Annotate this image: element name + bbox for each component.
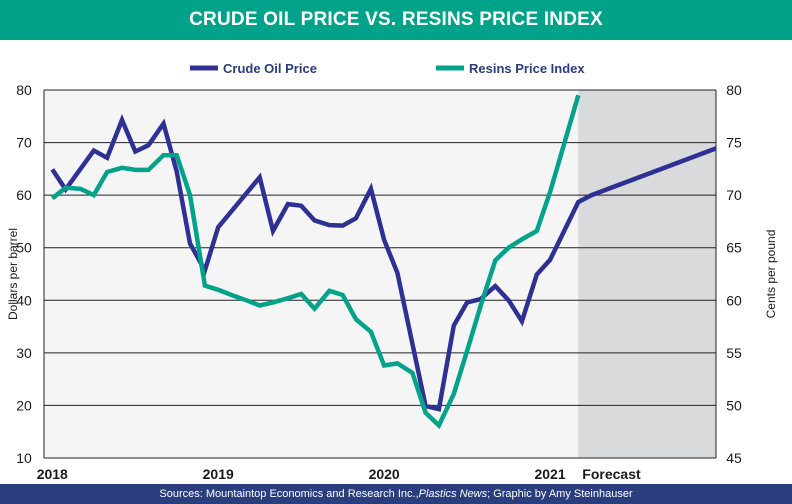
right-tick-label: 45 (726, 450, 742, 466)
x-tick-label: 2019 (203, 466, 234, 482)
left-tick-label: 60 (16, 187, 32, 203)
source-prefix: Sources: Mountaintop Economics and Resea… (159, 488, 419, 500)
left-tick-label: 30 (16, 345, 32, 361)
chart-title-text: CRUDE OIL PRICE VS. RESINS PRICE INDEX (189, 9, 603, 30)
right-tick-label: 55 (726, 345, 742, 361)
source-publication: Plastics News (418, 488, 488, 500)
right-tick-label: 50 (726, 397, 742, 413)
x-tick-label: 2020 (369, 466, 400, 482)
left-tick-label: 20 (16, 397, 32, 413)
series-line-resins-index (50, 94, 581, 430)
left-tick-label: 40 (16, 292, 32, 308)
source-suffix: ; Graphic by Amy Steinhauser (487, 488, 633, 500)
right-tick-label: 60 (726, 292, 742, 308)
left-tick-label: 70 (16, 135, 32, 151)
left-axis-label: Dollars per barrel (6, 228, 20, 320)
x-tick-label: 2021 (534, 466, 565, 482)
chart: 10 20 30 40 50 60 70 80 45 50 55 60 65 70 75 80 2018 2019… (6, 61, 778, 482)
right-tick-label: 65 (726, 240, 742, 256)
forecast-region (578, 90, 716, 458)
forecast-label: Forecast (582, 466, 641, 482)
source-footer: Sources: Mountaintop Economics and Resea… (0, 484, 792, 504)
series-lines (50, 94, 717, 430)
right-tick-label: 70 (726, 187, 742, 203)
left-tick-label: 10 (16, 450, 32, 466)
right-axis-label: Cents per pound (764, 230, 778, 319)
legend: Crude Oil Price Resins Price Index (190, 61, 585, 76)
series-line-crude-oil (50, 114, 717, 412)
left-tick-label: 80 (16, 82, 32, 98)
right-tick-label: 75 (726, 135, 742, 151)
axis-ticks: 10 20 30 40 50 60 70 80 45 50 55 60 65 70 75 80 2018 2019… (16, 82, 742, 482)
chart-title: CRUDE OIL PRICE VS. RESINS PRICE INDEX (0, 0, 792, 40)
legend-label: Crude Oil Price (223, 61, 317, 76)
left-tick-label: 50 (16, 240, 32, 256)
right-tick-label: 80 (726, 82, 742, 98)
legend-label: Resins Price Index (469, 61, 585, 76)
x-tick-label: 2018 (37, 466, 68, 482)
